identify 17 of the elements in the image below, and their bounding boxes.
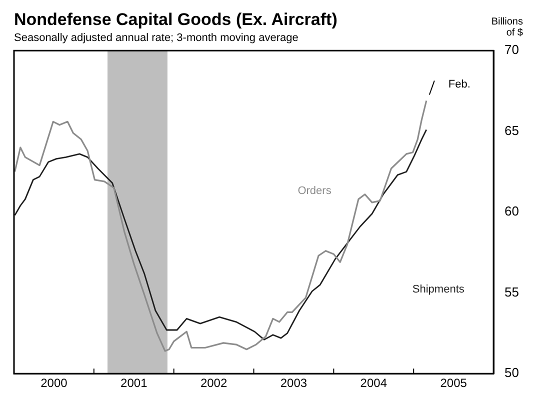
chart-title: Nondefense Capital Goods (Ex. Aircraft) [14, 10, 338, 29]
chart-subtitle: Seasonally adjusted annual rate; 3-month moving average [14, 32, 298, 44]
x-tick-label: 2000 [40, 376, 68, 390]
text: Orders [298, 185, 332, 198]
x-tick-label: 2005 [440, 376, 468, 390]
text: Shipments [412, 284, 465, 296]
y-tick-label: 60 [504, 204, 520, 219]
x-tick-label: 2003 [280, 376, 308, 390]
y-tick-label: 65 [504, 122, 520, 138]
y-tick-label: 70 [504, 42, 520, 58]
y-tick-label: 50 [504, 365, 520, 380]
x-tick-label: 2001 [120, 376, 148, 390]
annotation: Feb. [448, 78, 470, 91]
x-tick-label: 2002 [200, 376, 228, 390]
y-axis-title: Billions of $ [491, 16, 524, 39]
y-tick-label: 55 [504, 284, 520, 300]
x-tick-label: 2004 [360, 376, 388, 390]
